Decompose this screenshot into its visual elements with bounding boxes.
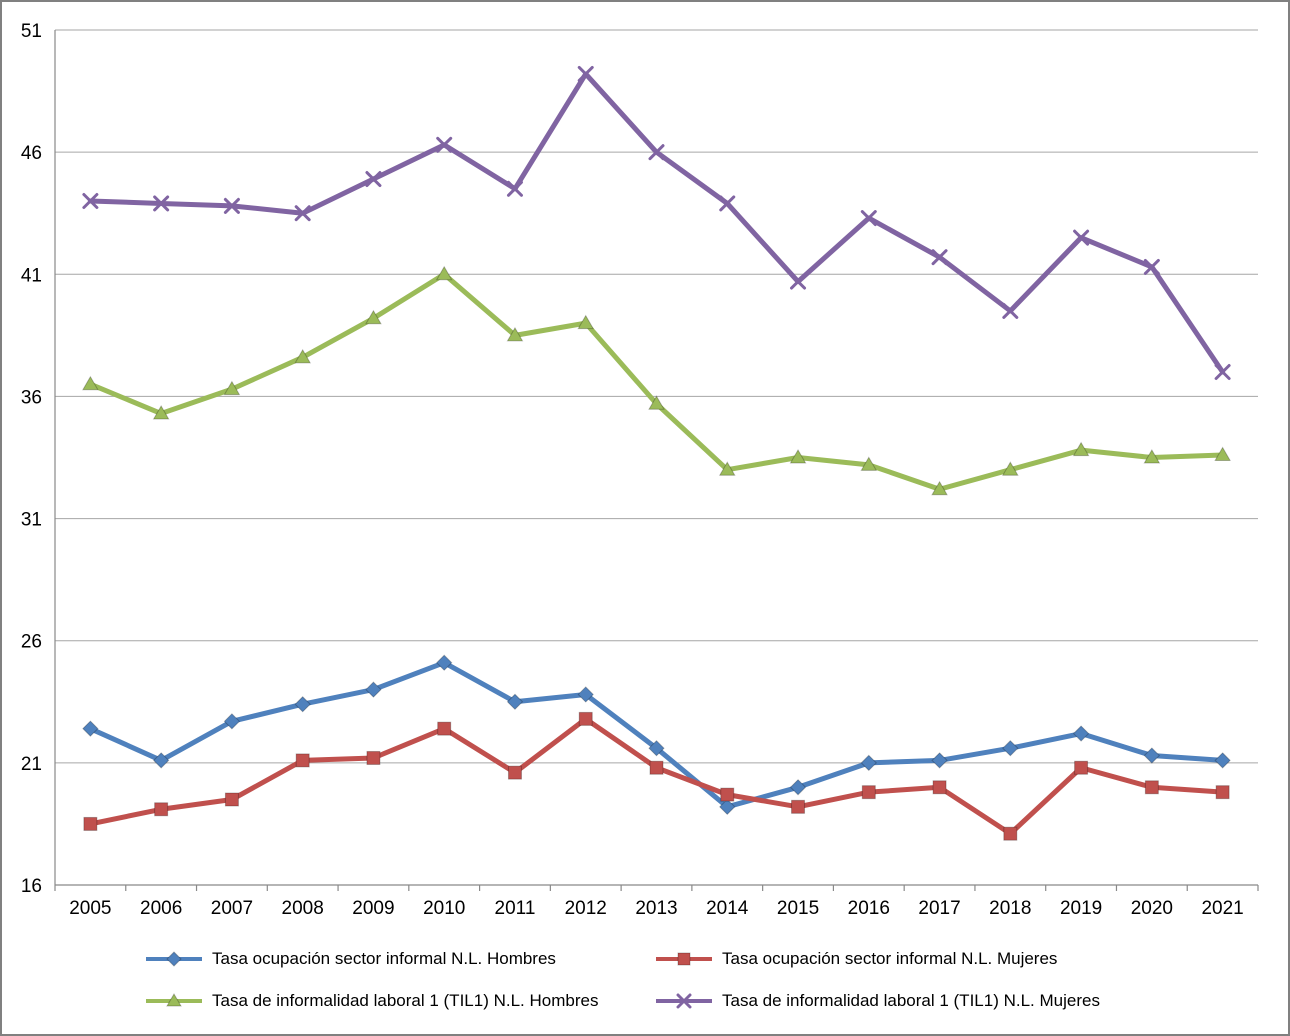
legend-label-informal-mujeres: Tasa ocupación sector informal N.L. Muje…: [722, 949, 1058, 968]
svg-text:2015: 2015: [777, 898, 819, 919]
svg-text:46: 46: [21, 143, 42, 164]
legend-item-til1-hombres: Tasa de informalidad laboral 1 (TIL1) N.…: [145, 991, 655, 1011]
diamond-marker-icon: [146, 951, 202, 967]
legend-label-til1-hombres: Tasa de informalidad laboral 1 (TIL1) N.…: [212, 991, 599, 1010]
svg-text:26: 26: [21, 632, 42, 653]
svg-text:2009: 2009: [352, 898, 394, 919]
svg-text:2020: 2020: [1131, 898, 1173, 919]
svg-text:16: 16: [21, 876, 42, 897]
svg-text:2010: 2010: [423, 898, 465, 919]
legend-label-til1-mujeres: Tasa de informalidad laboral 1 (TIL1) N.…: [722, 991, 1100, 1010]
svg-text:2014: 2014: [706, 898, 749, 919]
svg-text:2007: 2007: [211, 898, 253, 919]
svg-text:21: 21: [21, 754, 42, 775]
svg-text:2013: 2013: [635, 898, 677, 919]
svg-text:36: 36: [21, 387, 42, 408]
legend-row-1: Tasa ocupación sector informal N.L. Homb…: [145, 938, 1288, 980]
x-marker-icon: [656, 993, 712, 1009]
svg-text:2016: 2016: [848, 898, 890, 919]
svg-text:2011: 2011: [495, 898, 536, 919]
legend-item-informal-mujeres: Tasa ocupación sector informal N.L. Muje…: [655, 949, 1288, 969]
svg-text:2006: 2006: [140, 898, 182, 919]
svg-text:51: 51: [21, 21, 42, 42]
legend-label-informal-hombres: Tasa ocupación sector informal N.L. Homb…: [212, 949, 556, 968]
svg-text:2008: 2008: [282, 898, 324, 919]
svg-text:41: 41: [21, 265, 42, 286]
svg-text:2019: 2019: [1060, 898, 1102, 919]
triangle-marker-icon: [146, 993, 202, 1007]
svg-text:2018: 2018: [989, 898, 1031, 919]
svg-text:2021: 2021: [1201, 898, 1243, 919]
svg-text:31: 31: [21, 510, 42, 531]
line-chart-plot: 16 21 26 31 36 41 46 51 2005 2006 2007 2008 2009 2010…: [21, 21, 1259, 919]
legend-item-til1-mujeres: Tasa de informalidad laboral 1 (TIL1) N.…: [655, 991, 1288, 1011]
chart-legend: Tasa ocupación sector informal N.L. Homb…: [2, 934, 1288, 1032]
legend-item-informal-hombres: Tasa ocupación sector informal N.L. Homb…: [145, 949, 655, 969]
svg-text:2005: 2005: [69, 898, 111, 919]
svg-text:2017: 2017: [918, 898, 960, 919]
svg-text:2012: 2012: [565, 898, 607, 919]
legend-row-2: Tasa de informalidad laboral 1 (TIL1) N.…: [145, 980, 1288, 1022]
square-marker-icon: [656, 952, 712, 966]
